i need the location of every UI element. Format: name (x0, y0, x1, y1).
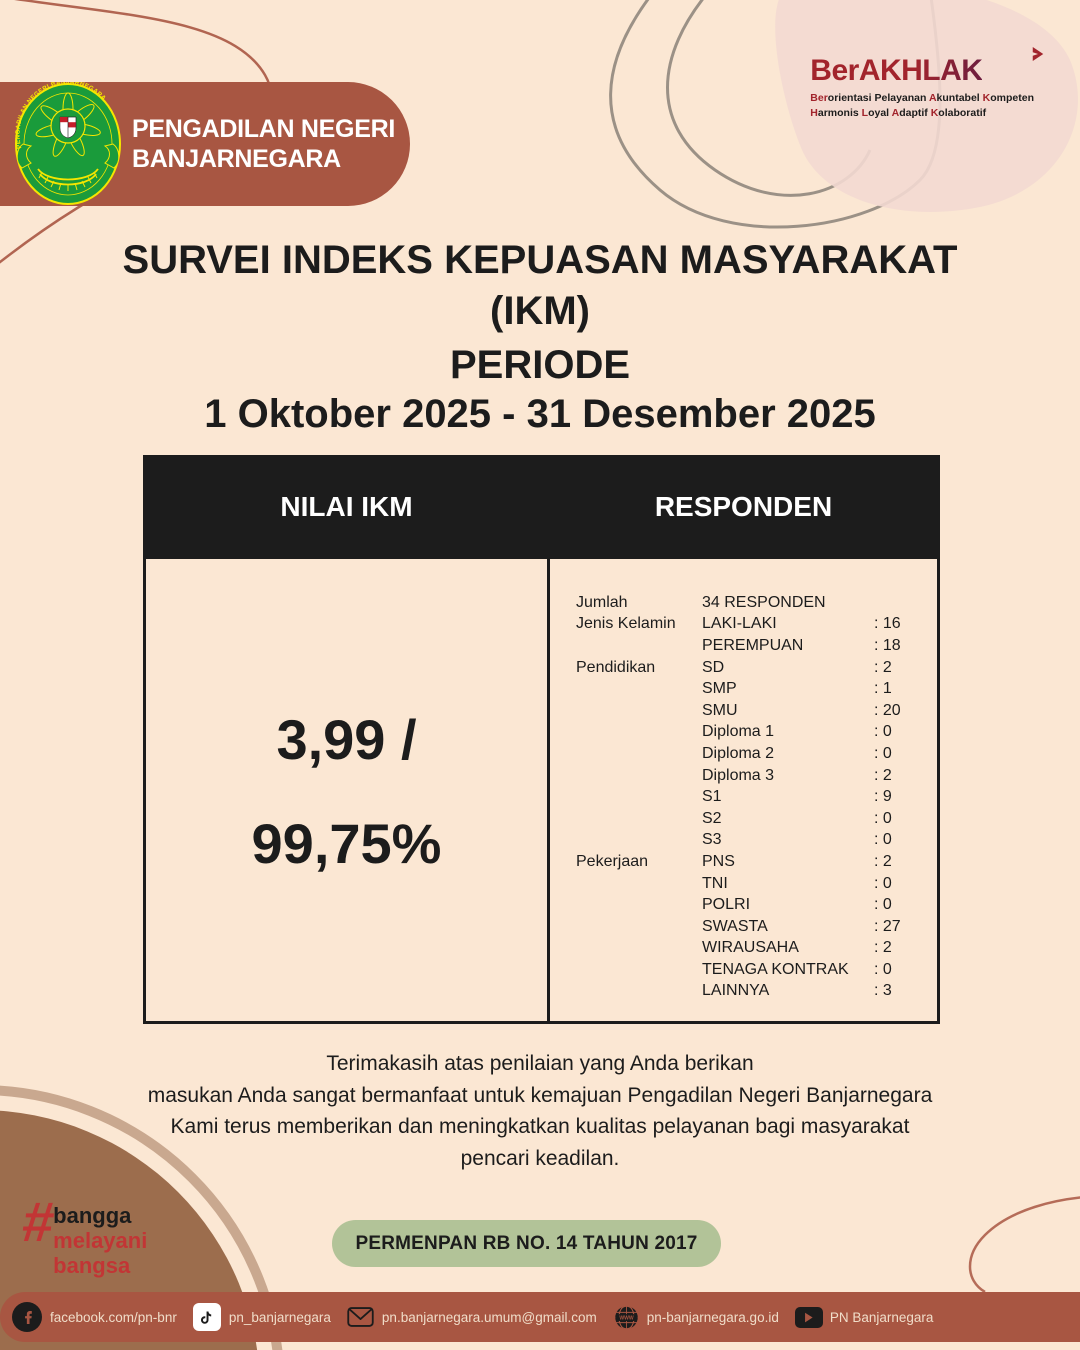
svg-text:WWW: WWW (619, 1315, 633, 1321)
